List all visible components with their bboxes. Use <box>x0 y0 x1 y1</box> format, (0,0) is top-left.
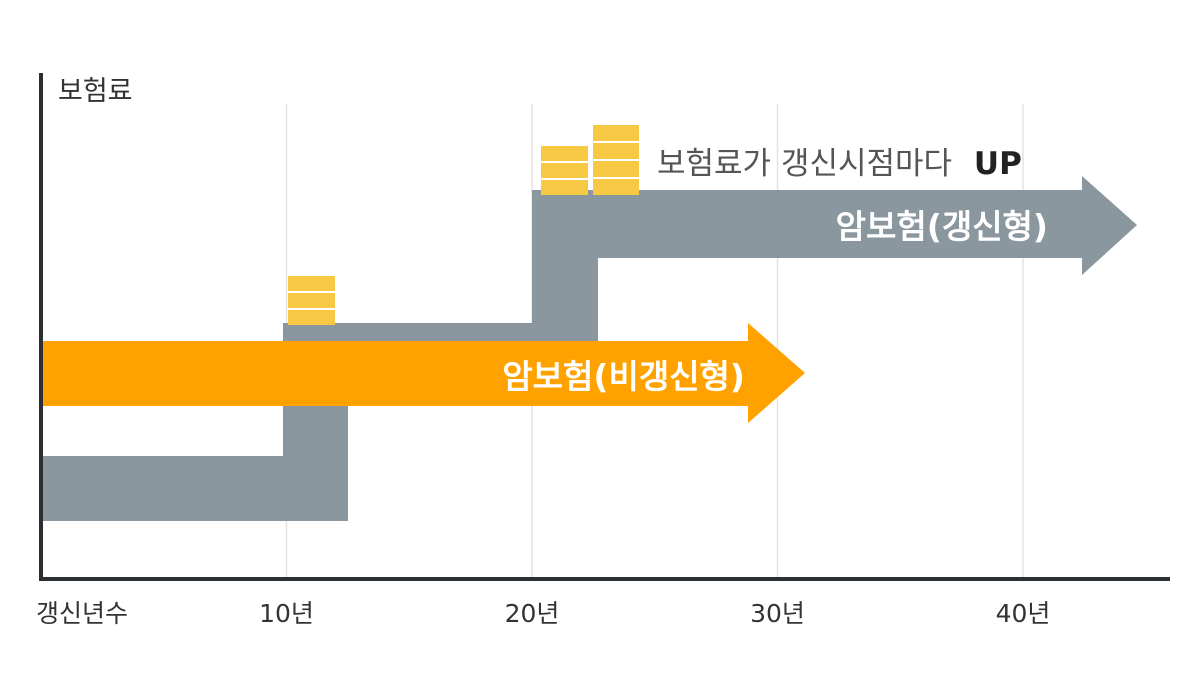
coin <box>593 125 639 141</box>
x-axis-label: 갱신년수 <box>36 599 128 628</box>
annotation-text: 보험료가 갱신시점마다 UP <box>657 146 1022 182</box>
x-tick-labels: 10년 20년 30년 40년 <box>259 599 1050 628</box>
coin <box>593 143 639 159</box>
coin <box>593 161 639 177</box>
coin <box>288 276 335 291</box>
coin <box>288 293 335 308</box>
coin <box>541 180 588 195</box>
coin <box>541 146 588 161</box>
annotation-main: 보험료가 갱신시점마다 <box>657 146 952 182</box>
coin <box>593 179 639 195</box>
series-label-renewable: 암보험(갱신형) <box>836 207 1048 246</box>
annotation-emphasis: UP <box>974 146 1022 182</box>
y-axis-label: 보험료 <box>58 76 133 107</box>
coin <box>288 310 335 325</box>
coin <box>541 163 588 178</box>
x-tick-label: 30년 <box>750 599 805 628</box>
x-tick-label: 10년 <box>259 599 314 628</box>
x-tick-label: 20년 <box>505 599 560 628</box>
coin-stacks <box>288 125 639 325</box>
series-label-nonrenewable: 암보험(비갱신형) <box>502 357 745 396</box>
series-nonrenewable-band <box>43 323 805 423</box>
x-tick-label: 40년 <box>996 599 1051 628</box>
